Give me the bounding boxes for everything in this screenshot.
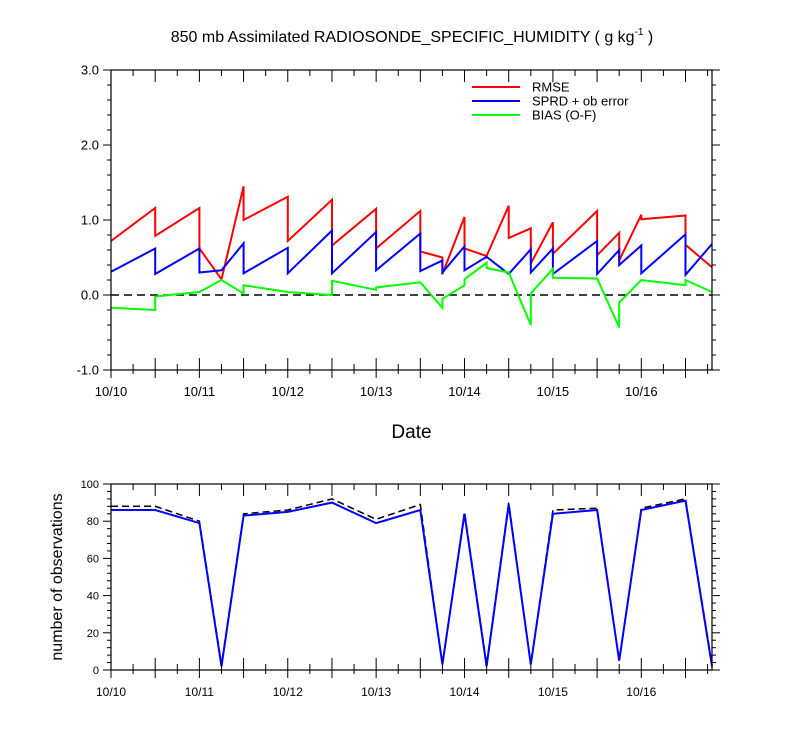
x-tick-label: 10/12 [273,685,303,699]
legend-label: SPRD + ob error [532,94,629,109]
y-tick-label: -1.0 [77,363,99,378]
x-tick-label: 10/10 [96,685,126,699]
plot-frame [110,69,713,371]
x-tick-label: 10/10 [95,384,128,399]
x-tick-label: 10/11 [185,685,214,699]
legend-label: RMSE [532,80,570,95]
sprd-ob-error-series-line [110,228,713,278]
used-observations-series-line [111,499,713,667]
y-tick-label: 80 [87,516,99,528]
x-tick-label: 10/11 [184,384,216,399]
y-tick-label: 0.0 [81,288,99,303]
y-tick-label: 3.0 [81,63,99,78]
title-suffix: ) [643,29,653,46]
x-tick-label: 10/12 [271,384,304,399]
y-tick-label: 100 [81,479,99,491]
title-main: 850 mb Assimilated RADIOSONDE_SPECIFIC_H… [171,29,635,46]
title-exponent: -1 [635,27,644,38]
x-axis-label: Date [391,422,431,443]
y-tick-label: 20 [87,628,99,640]
plot-frame [110,483,713,671]
y-tick-label: 0 [93,665,99,677]
x-tick-label: 10/14 [448,384,481,399]
y-tick-label: 1.0 [81,213,99,228]
y-tick-label: 60 [87,553,99,565]
y-axis-label: number of observations [49,493,66,660]
x-tick-label: 10/15 [537,384,570,399]
chart-title: 850 mb Assimilated RADIOSONDE_SPECIFIC_H… [171,27,654,46]
x-tick-label: 10/16 [626,685,656,699]
x-tick-label: 10/13 [361,685,391,699]
rmse-series-line [110,186,713,282]
x-tick-label: 10/13 [360,384,393,399]
legend-label: BIAS (O-F) [532,108,596,123]
y-tick-label: 2.0 [81,138,99,153]
bottom-panel: 0 20 40 60 80 100 10/10 10/11 10/12 10/13 10/14 10/… [49,479,720,699]
top-panel: -1.0 0.0 1.0 2.0 3.0 10/10 10/11 10/12 10/13 10/1… [77,63,720,443]
x-tick-label: 10/15 [538,685,568,699]
x-tick-label: 10/16 [625,384,658,399]
bias-o-f-series-line [110,260,713,328]
y-tick-label: 40 [87,591,99,603]
x-tick-label: 10/14 [450,685,480,699]
